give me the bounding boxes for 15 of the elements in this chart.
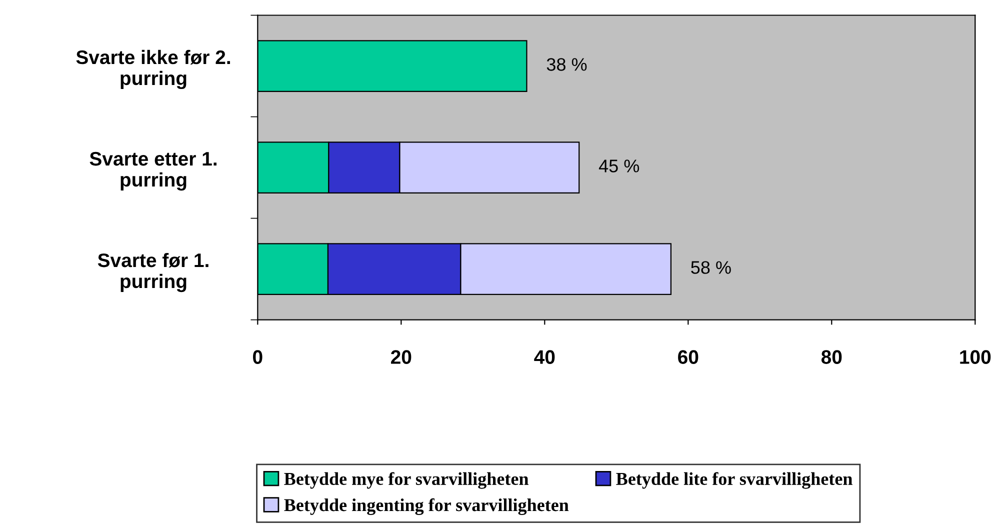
legend-label: Betydde mye for svarvilligheten: [284, 472, 528, 489]
x-tick-label: 80: [821, 350, 842, 364]
y-tick-label: Svarte ikke før 2. purring: [76, 50, 230, 90]
y-tick-label: Svarte etter 1. purring: [90, 152, 216, 191]
total-label: 45 %: [598, 160, 640, 172]
x-tick-label: 20: [391, 350, 412, 364]
y-tick-label: Svarte før 1. purring: [98, 252, 208, 292]
x-tick-label: 40: [534, 350, 555, 364]
total-label: 38 %: [546, 58, 587, 71]
legend-label: Betydde ingenting for svarvilligheten: [284, 498, 569, 516]
x-tick-label: 0: [253, 350, 262, 364]
legend-label: Betydde lite for svarvilligheten: [616, 472, 852, 489]
total-label: 58 %: [691, 261, 731, 274]
x-tick-label: 60: [678, 350, 698, 364]
x-tick-label: 100: [960, 350, 991, 364]
